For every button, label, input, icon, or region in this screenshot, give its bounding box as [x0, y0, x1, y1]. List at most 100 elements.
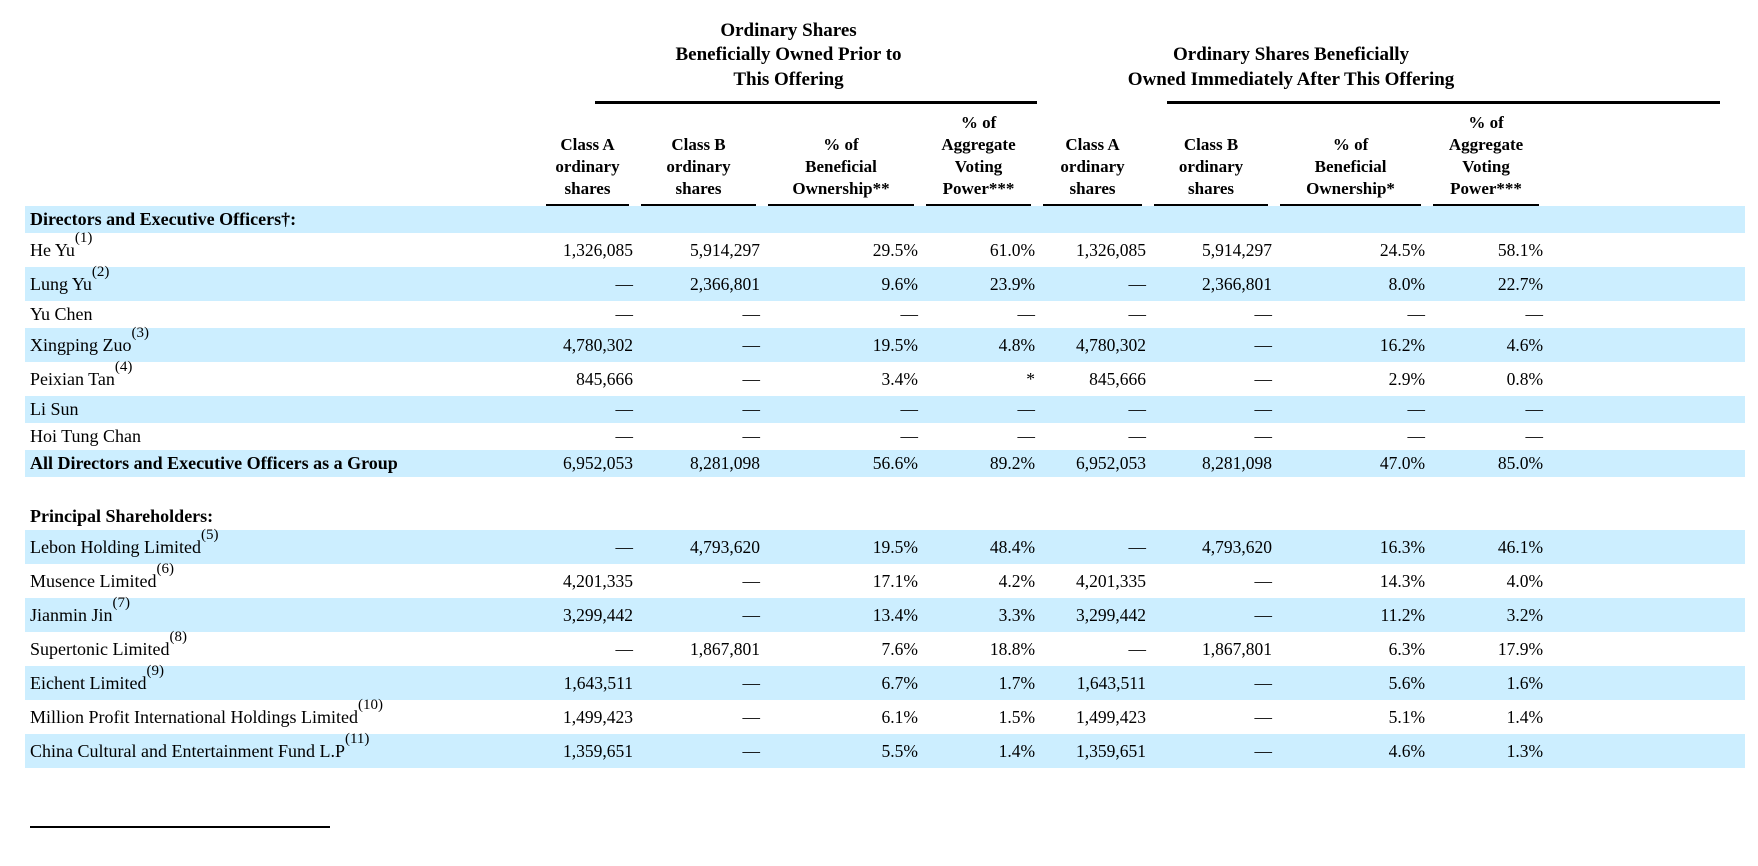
cell-value: — — [1254, 706, 1273, 727]
cell-value: 1.5% — [998, 706, 1036, 727]
row-name: Yu Chen — [25, 301, 540, 328]
cell-value: 3,299,442 — [540, 598, 635, 632]
col-header-label: % of Aggregate Voting Power*** — [926, 112, 1032, 206]
cell-value: — — [615, 426, 634, 446]
footnote-ref: (2) — [91, 263, 110, 280]
row-name: China Cultural and Entertainment Fund L.… — [25, 730, 540, 768]
group-header-row: Ordinary Shares Beneficially Owned Prior… — [25, 8, 1745, 104]
table-body: Directors and Executive Officers†: He Yu(… — [25, 206, 1746, 768]
row-name: Lebon Holding Limited(5) — [25, 526, 540, 564]
cell-value: — — [635, 598, 762, 632]
table-row: Peixian Tan(4) 845,666 — 3.4% * 845,666 — 2.9% 0… — [25, 359, 1745, 396]
cell-value: 5.5% — [762, 734, 920, 768]
footnote-ref: (10) — [357, 696, 383, 713]
holder-name: Xingping Zuo — [30, 334, 132, 355]
row-name: Peixian Tan(4) — [25, 359, 540, 396]
col-header-label: Class B ordinary shares — [641, 134, 756, 206]
cell-value: — — [900, 426, 919, 446]
cell-value: — — [1017, 426, 1036, 446]
trailing-cell — [1545, 423, 1745, 450]
trailing-cell — [1545, 530, 1746, 564]
cell-value: 8,281,098 — [1148, 450, 1275, 477]
col-header-label: % of Aggregate Voting Power*** — [1433, 112, 1540, 206]
cell-value: 6,952,053 — [540, 450, 635, 477]
cell-value: — — [540, 396, 635, 423]
cell-value: 13.4% — [762, 598, 920, 632]
cell-value: 6.3% — [1388, 638, 1426, 659]
cell-value: — — [1525, 426, 1544, 446]
cell-value: 4.6% — [1427, 328, 1546, 362]
trailing-cell — [1545, 734, 1746, 768]
cell-value: — — [1148, 396, 1275, 423]
holder-name: Million Profit International Holdings Li… — [30, 706, 358, 727]
cell-value: 1,643,511 — [540, 666, 635, 700]
cell-value: 2.9% — [1388, 368, 1426, 389]
table-row: Xingping Zuo(3) 4,780,302—19.5% 4.8% 4,780,… — [25, 325, 1746, 362]
cell-value: 29.5% — [872, 239, 918, 260]
cell-value: 1,499,423 — [563, 706, 633, 727]
cell-value: 14.3% — [1379, 570, 1426, 591]
col-header-prior-class-a: Class A ordinary shares — [540, 104, 635, 206]
holder-name: He Yu — [30, 239, 75, 260]
cell-value: 1,499,423 — [1076, 706, 1147, 727]
cell-value: — — [1525, 304, 1544, 324]
footnote-ref: (11) — [344, 730, 370, 747]
row-name: He Yu(1) — [25, 230, 540, 267]
corner-cell — [25, 8, 540, 104]
cell-value: — — [1037, 530, 1149, 564]
beneficial-ownership-table: Ordinary Shares Beneficially Owned Prior… — [25, 8, 1746, 768]
cell-value: 24.5% — [1379, 239, 1426, 260]
table-row: Lebon Holding Limited(5) —4,793,620 19.5% 4… — [25, 526, 1746, 564]
row-name: All Directors and Executive Officers as … — [25, 450, 540, 477]
holder-name: Lebon Holding Limited — [30, 536, 201, 557]
spacer-row — [25, 477, 1745, 503]
cell-value: — — [1128, 638, 1147, 659]
footnote-ref: (5) — [200, 526, 219, 543]
cell-value: — — [1148, 328, 1275, 362]
trailing-cell — [1545, 233, 1745, 267]
holder-name: Eichent Limited — [30, 672, 147, 693]
holder-name: Hoi Tung Chan — [30, 426, 142, 446]
trailing-cell — [1545, 700, 1745, 734]
cell-value: 61.0% — [989, 239, 1036, 260]
cell-value: 5,914,297 — [1202, 239, 1273, 260]
cell-value: 4.8% — [920, 328, 1038, 362]
table-row: Million Profit International Holdings Li… — [25, 696, 1745, 734]
col-header-prior-class-b: Class B ordinary shares — [635, 104, 762, 206]
cell-value: 17.9% — [1497, 638, 1544, 659]
cell-value: 1,643,511 — [1037, 666, 1149, 700]
cell-value: — — [1254, 304, 1273, 324]
cell-value: 1.6% — [1427, 666, 1546, 700]
cell-value: — — [1254, 426, 1273, 446]
cell-value: — — [1254, 368, 1273, 389]
cell-value: 1.4% — [920, 734, 1038, 768]
group-header-after-underline — [1167, 101, 1721, 104]
group-header-prior-underline — [595, 101, 1038, 104]
cell-value: 5.6% — [1274, 666, 1428, 700]
trailing-cell — [1545, 328, 1746, 362]
cell-value: — — [1128, 426, 1147, 446]
cell-value: 4,780,302 — [1037, 328, 1149, 362]
cell-value: — — [742, 426, 761, 446]
trailing-cell — [1545, 598, 1746, 632]
section-header-row: Principal Shareholders: — [25, 503, 1745, 530]
trailing-cell — [1545, 396, 1746, 423]
cell-value: 4.6% — [1274, 734, 1428, 768]
cell-value: 1,326,085 — [563, 239, 633, 260]
col-header-after-class-b: Class B ordinary shares — [1148, 104, 1274, 206]
cell-value: — — [1128, 304, 1147, 324]
cell-value: 2,366,801 — [635, 267, 762, 301]
cell-value: — — [635, 734, 762, 768]
table-row: Hoi Tung Chan — — — — — — — — — [25, 423, 1745, 450]
cell-value: — — [1427, 396, 1546, 423]
cell-value: 19.5% — [762, 530, 920, 564]
cell-value: * — [1026, 368, 1036, 389]
table-row: All Directors and Executive Officers as … — [25, 450, 1746, 477]
cell-value: — — [742, 304, 761, 324]
trailing-cell — [1545, 632, 1745, 666]
table-row: He Yu(1) 1,326,085 5,914,297 29.5% 61.0% 1,32… — [25, 230, 1745, 267]
row-name: Lung Yu(2) — [25, 263, 540, 301]
col-header-label: % of Beneficial Ownership* — [1280, 134, 1422, 206]
holder-name: Li Sun — [30, 399, 79, 419]
section-header: Principal Shareholders: — [30, 506, 214, 526]
